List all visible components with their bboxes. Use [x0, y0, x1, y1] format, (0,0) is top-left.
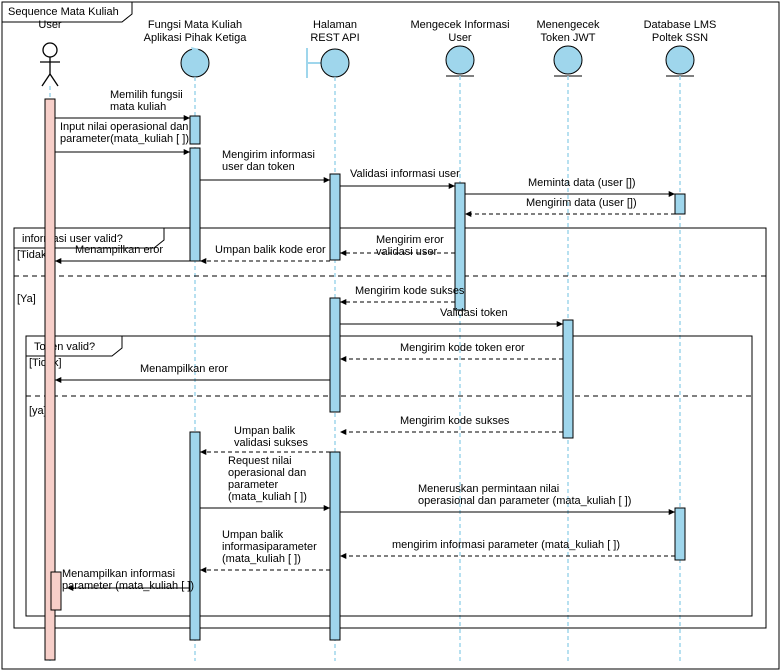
svg-text:mengirim informasi parameter (: mengirim informasi parameter (mata_kulia… [392, 539, 620, 551]
svg-text:Umpan balik kode eror: Umpan balik kode eror [215, 244, 326, 256]
svg-text:operasional dan: operasional dan [228, 467, 306, 479]
svg-text:Validasi token: Validasi token [440, 307, 508, 319]
svg-text:mata kuliah: mata kuliah [110, 101, 166, 113]
svg-text:informasiparameter: informasiparameter [222, 541, 317, 553]
svg-text:Fungsi Mata Kuliah: Fungsi Mata Kuliah [148, 19, 242, 31]
svg-text:Request nilai: Request nilai [228, 455, 292, 467]
svg-text:Aplikasi Pihak Ketiga: Aplikasi Pihak Ketiga [144, 32, 248, 44]
svg-text:Mengirim kode sukses: Mengirim kode sukses [355, 285, 465, 297]
svg-text:Mengirim eror: Mengirim eror [376, 234, 444, 246]
svg-text:parameter(mata_kuliah [ ]): parameter(mata_kuliah [ ]) [60, 133, 189, 145]
svg-text:REST API: REST API [310, 32, 359, 44]
svg-text:[Ya]: [Ya] [17, 293, 36, 305]
svg-text:Input nilai operasional dan: Input nilai operasional dan [60, 121, 188, 133]
svg-text:Menampilkan eror: Menampilkan eror [140, 363, 228, 375]
svg-text:Meneruskan permintaan nilai: Meneruskan permintaan nilai [418, 483, 559, 495]
svg-text:Mengirim kode sukses: Mengirim kode sukses [400, 415, 510, 427]
sequence-diagram: Sequence Mata KuliahUserFungsi Mata Kuli… [0, 0, 781, 671]
svg-text:Mengirim kode token eror: Mengirim kode token eror [400, 342, 525, 354]
svg-text:validasi user: validasi user [376, 246, 437, 258]
svg-text:User: User [448, 32, 472, 44]
svg-text:Memilih fungsii: Memilih fungsii [110, 89, 183, 101]
svg-text:Menengecek: Menengecek [537, 19, 600, 31]
svg-text:Mengirim data (user []): Mengirim data (user []) [526, 197, 637, 209]
svg-text:Token JWT: Token JWT [540, 32, 595, 44]
svg-text:Token valid?: Token valid? [34, 341, 95, 353]
svg-text:Umpan balik: Umpan balik [222, 529, 284, 541]
svg-text:(mata_kuliah [ ]): (mata_kuliah [ ]) [228, 491, 307, 503]
svg-text:Mengirim informasi: Mengirim informasi [222, 149, 315, 161]
svg-text:(mata_kuliah [ ]): (mata_kuliah [ ]) [222, 553, 301, 565]
svg-text:User: User [38, 19, 62, 31]
svg-text:Halaman: Halaman [313, 19, 357, 31]
svg-text:Menampilkan eror: Menampilkan eror [75, 244, 163, 256]
svg-text:operasional dan parameter (mat: operasional dan parameter (mata_kuliah [… [418, 495, 631, 507]
svg-text:user dan token: user dan token [222, 161, 295, 173]
svg-text:Poltek SSN: Poltek SSN [652, 32, 708, 44]
svg-text:[ya]: [ya] [29, 405, 47, 417]
svg-text:Database LMS: Database LMS [644, 19, 717, 31]
svg-text:Sequence Mata Kuliah: Sequence Mata Kuliah [8, 6, 119, 18]
svg-text:Menampilkan informasi: Menampilkan informasi [62, 568, 175, 580]
svg-text:Meminta data (user []): Meminta data (user []) [528, 177, 636, 189]
svg-text:Validasi informasi user: Validasi informasi user [350, 168, 460, 180]
svg-text:Mengecek Informasi: Mengecek Informasi [410, 19, 509, 31]
svg-text:parameter (mata_kuliah [ ]): parameter (mata_kuliah [ ]) [62, 580, 194, 592]
svg-text:Umpan balik: Umpan balik [234, 425, 296, 437]
svg-text:parameter: parameter [228, 479, 278, 491]
svg-text:validasi sukses: validasi sukses [234, 437, 308, 449]
